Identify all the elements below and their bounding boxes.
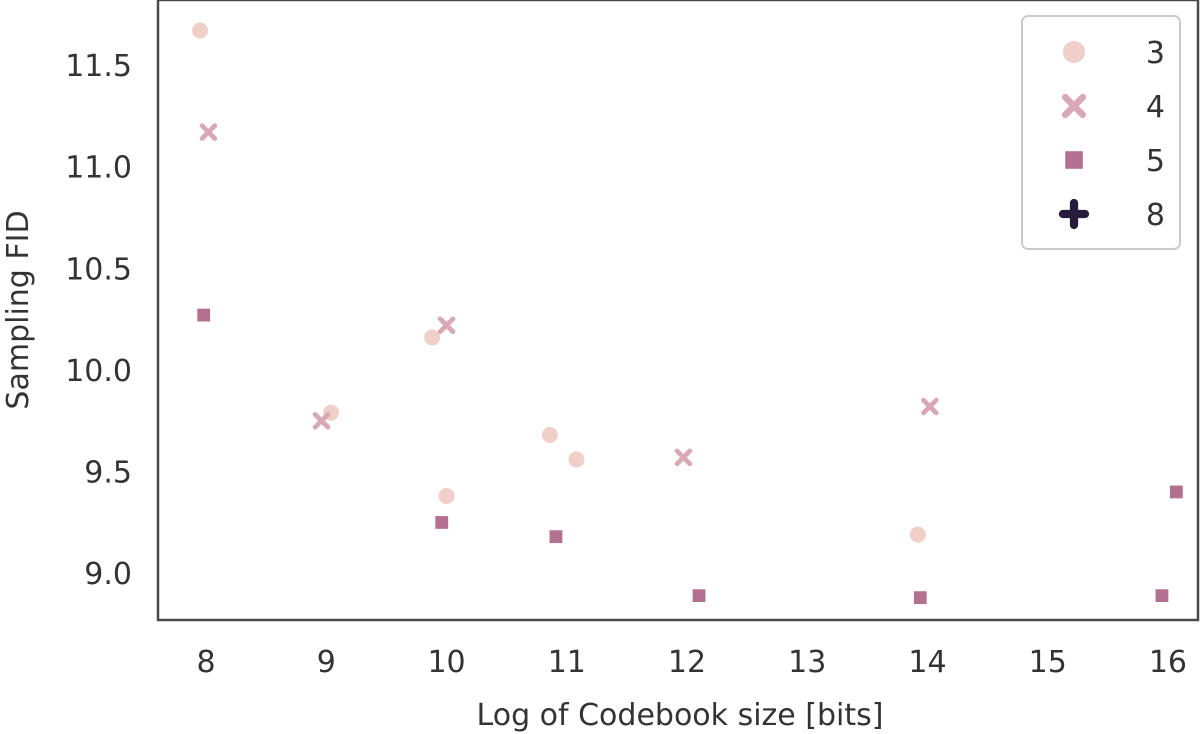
point-series-3-3 xyxy=(438,488,455,504)
point-series-5-6 xyxy=(1169,485,1183,499)
y-tick-label-11.0: 11.0 xyxy=(65,151,132,186)
x-tick-label-10: 10 xyxy=(427,645,465,680)
y-tick-label-9.5: 9.5 xyxy=(84,456,132,491)
point-series-3-0 xyxy=(192,22,209,39)
y-tick-label-9.0: 9.0 xyxy=(84,557,132,592)
legend-label-4: 4 xyxy=(1146,90,1165,125)
point-series-4-3 xyxy=(674,448,693,467)
point-series-4-0 xyxy=(199,123,218,141)
data-points xyxy=(192,22,1183,605)
y-axis-ticks: 9.0 9.5 10.0 10.5 11.0 11.5 xyxy=(65,49,132,592)
point-series-5-5 xyxy=(1155,589,1169,603)
x-tick-label-8: 8 xyxy=(197,645,216,680)
legend-marker-5 xyxy=(1065,151,1083,169)
legend-label-3: 3 xyxy=(1146,36,1165,71)
x-tick-label-13: 13 xyxy=(788,645,826,680)
x-axis-label: Log of Codebook size [bits] xyxy=(477,698,884,733)
legend-label-8: 8 xyxy=(1146,198,1165,233)
point-series-3-4 xyxy=(541,427,558,444)
legend-label-5: 5 xyxy=(1146,144,1165,179)
point-series-3-2 xyxy=(424,329,441,346)
legend-box xyxy=(1021,15,1181,250)
legend-marker-8 xyxy=(1058,198,1090,230)
point-series-5-4 xyxy=(913,591,927,605)
point-series-5-3 xyxy=(692,589,706,603)
x-tick-label-15: 15 xyxy=(1029,645,1067,680)
legend-marker-3 xyxy=(1063,41,1085,63)
x-tick-label-9: 9 xyxy=(317,645,336,680)
legend-marker-4 xyxy=(1061,93,1087,119)
y-axis-label: Sampling FID xyxy=(1,210,36,409)
point-series-4-4 xyxy=(921,397,939,416)
point-series-5-0 xyxy=(197,308,211,322)
y-tick-label-11.5: 11.5 xyxy=(65,49,132,84)
point-series-4-1 xyxy=(312,411,331,430)
x-tick-label-16: 16 xyxy=(1149,645,1187,680)
point-series-4-2 xyxy=(437,316,456,335)
y-tick-label-10.0: 10.0 xyxy=(65,354,132,389)
x-axis-ticks: 8 9 10 11 12 13 14 15 16 xyxy=(197,645,1187,680)
x-tick-label-12: 12 xyxy=(668,645,706,680)
x-tick-label-14: 14 xyxy=(908,645,946,680)
point-series-5-2 xyxy=(549,530,563,544)
point-series-5-1 xyxy=(435,516,449,529)
y-tick-label-10.5: 10.5 xyxy=(65,252,132,287)
point-series-3-6 xyxy=(909,526,926,543)
legend: 3 4 5 8 xyxy=(1021,15,1181,250)
plot-frame xyxy=(156,0,1200,622)
x-tick-label-11: 11 xyxy=(548,645,586,680)
point-series-3-5 xyxy=(568,451,585,468)
